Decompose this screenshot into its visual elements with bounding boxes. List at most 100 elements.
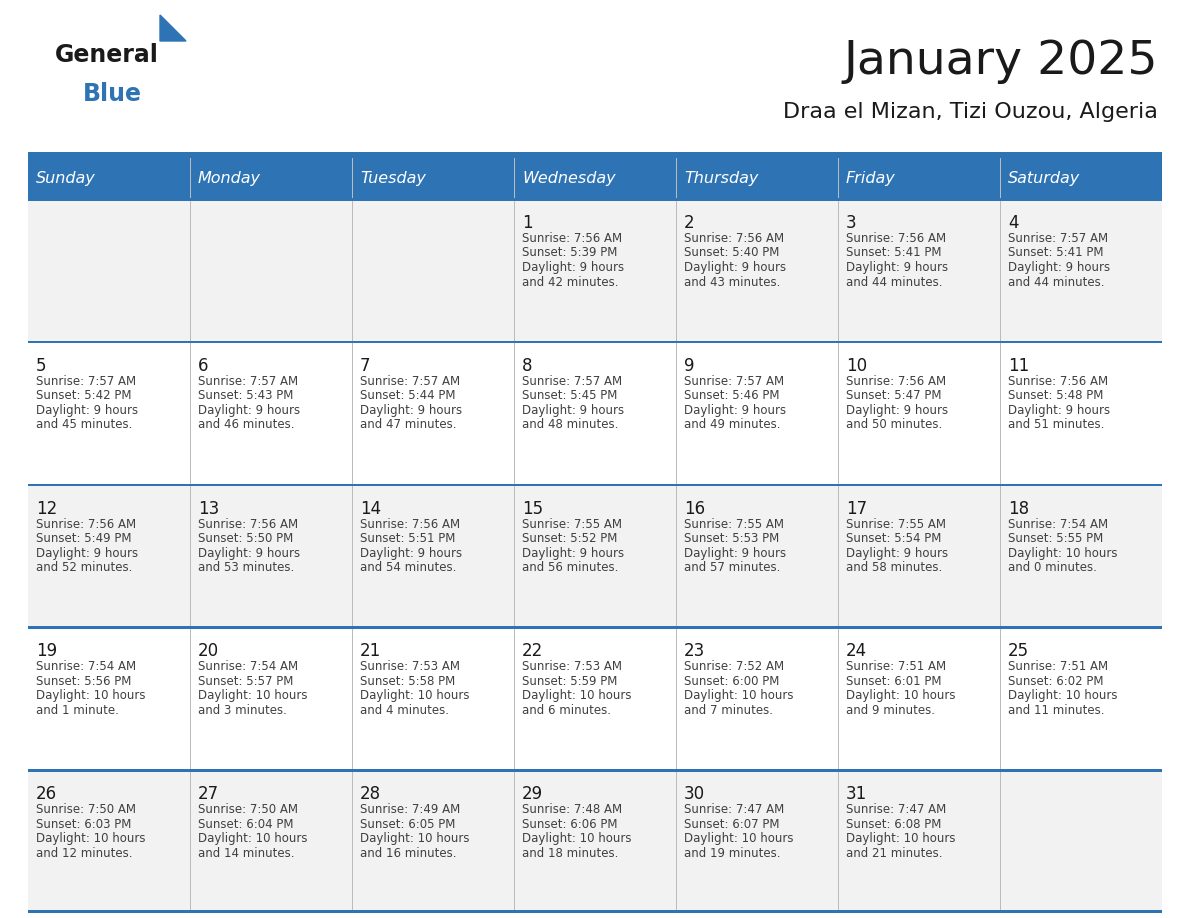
Text: Saturday: Saturday bbox=[1007, 171, 1080, 185]
Text: Daylight: 10 hours: Daylight: 10 hours bbox=[684, 833, 794, 845]
Text: Thursday: Thursday bbox=[684, 171, 758, 185]
Text: Daylight: 10 hours: Daylight: 10 hours bbox=[846, 833, 955, 845]
Text: and 46 minutes.: and 46 minutes. bbox=[198, 419, 295, 431]
Text: Daylight: 9 hours: Daylight: 9 hours bbox=[1007, 261, 1110, 274]
Text: Sunrise: 7:55 AM: Sunrise: 7:55 AM bbox=[522, 518, 623, 531]
Text: Daylight: 10 hours: Daylight: 10 hours bbox=[198, 689, 308, 702]
Text: and 44 minutes.: and 44 minutes. bbox=[846, 275, 942, 288]
Text: and 44 minutes.: and 44 minutes. bbox=[1007, 275, 1105, 288]
Text: 15: 15 bbox=[522, 499, 543, 518]
Text: 29: 29 bbox=[522, 785, 543, 803]
Text: and 56 minutes.: and 56 minutes. bbox=[522, 561, 619, 574]
Text: Daylight: 9 hours: Daylight: 9 hours bbox=[360, 546, 462, 560]
Bar bbox=[29, 769, 1162, 772]
Text: 18: 18 bbox=[1007, 499, 1029, 518]
Text: General: General bbox=[55, 43, 159, 67]
Text: Blue: Blue bbox=[83, 82, 143, 106]
Text: Sunset: 5:46 PM: Sunset: 5:46 PM bbox=[684, 389, 779, 402]
Bar bbox=[29, 484, 1162, 626]
Text: Sunset: 5:41 PM: Sunset: 5:41 PM bbox=[1007, 247, 1104, 260]
Text: and 45 minutes.: and 45 minutes. bbox=[36, 419, 132, 431]
Text: 10: 10 bbox=[846, 357, 867, 375]
Text: 5: 5 bbox=[36, 357, 46, 375]
Text: and 57 minutes.: and 57 minutes. bbox=[684, 561, 781, 574]
Text: Sunset: 5:59 PM: Sunset: 5:59 PM bbox=[522, 675, 618, 688]
Text: 22: 22 bbox=[522, 643, 543, 660]
Text: Daylight: 9 hours: Daylight: 9 hours bbox=[846, 546, 948, 560]
Text: and 21 minutes.: and 21 minutes. bbox=[846, 846, 942, 859]
Text: and 7 minutes.: and 7 minutes. bbox=[684, 704, 773, 717]
Text: Daylight: 10 hours: Daylight: 10 hours bbox=[360, 689, 469, 702]
Text: and 53 minutes.: and 53 minutes. bbox=[198, 561, 295, 574]
Text: Sunset: 5:44 PM: Sunset: 5:44 PM bbox=[360, 389, 455, 402]
Text: Sunset: 5:40 PM: Sunset: 5:40 PM bbox=[684, 247, 779, 260]
Bar bbox=[29, 626, 1162, 629]
Text: 4: 4 bbox=[1007, 214, 1018, 232]
Text: Sunset: 5:42 PM: Sunset: 5:42 PM bbox=[36, 389, 132, 402]
Text: and 52 minutes.: and 52 minutes. bbox=[36, 561, 132, 574]
Text: Sunday: Sunday bbox=[36, 171, 96, 185]
Text: Sunset: 6:04 PM: Sunset: 6:04 PM bbox=[198, 818, 293, 831]
Text: 30: 30 bbox=[684, 785, 706, 803]
Text: and 4 minutes.: and 4 minutes. bbox=[360, 704, 449, 717]
Text: Sunrise: 7:56 AM: Sunrise: 7:56 AM bbox=[846, 375, 946, 387]
Bar bbox=[29, 198, 1162, 341]
Text: and 48 minutes.: and 48 minutes. bbox=[522, 419, 619, 431]
Bar bbox=[29, 626, 1162, 769]
Polygon shape bbox=[160, 15, 187, 41]
Text: Sunset: 5:56 PM: Sunset: 5:56 PM bbox=[36, 675, 132, 688]
Text: 17: 17 bbox=[846, 499, 867, 518]
Text: Sunrise: 7:47 AM: Sunrise: 7:47 AM bbox=[846, 803, 947, 816]
Text: Daylight: 9 hours: Daylight: 9 hours bbox=[522, 546, 624, 560]
Bar bbox=[29, 769, 1162, 912]
Text: Sunrise: 7:56 AM: Sunrise: 7:56 AM bbox=[684, 232, 784, 245]
Text: Friday: Friday bbox=[846, 171, 896, 185]
Text: Daylight: 10 hours: Daylight: 10 hours bbox=[684, 689, 794, 702]
Text: Sunset: 6:06 PM: Sunset: 6:06 PM bbox=[522, 818, 618, 831]
Text: Daylight: 9 hours: Daylight: 9 hours bbox=[684, 261, 786, 274]
Text: Sunrise: 7:57 AM: Sunrise: 7:57 AM bbox=[360, 375, 460, 387]
Bar bbox=[29, 158, 1162, 198]
Text: Daylight: 9 hours: Daylight: 9 hours bbox=[360, 404, 462, 417]
Text: Sunrise: 7:56 AM: Sunrise: 7:56 AM bbox=[846, 232, 946, 245]
Text: Daylight: 9 hours: Daylight: 9 hours bbox=[198, 546, 301, 560]
Text: Sunset: 5:49 PM: Sunset: 5:49 PM bbox=[36, 532, 132, 545]
Bar bbox=[29, 341, 1162, 343]
Text: Daylight: 9 hours: Daylight: 9 hours bbox=[36, 404, 138, 417]
Text: Tuesday: Tuesday bbox=[360, 171, 425, 185]
Text: 19: 19 bbox=[36, 643, 57, 660]
Text: Monday: Monday bbox=[198, 171, 261, 185]
Text: Sunset: 5:41 PM: Sunset: 5:41 PM bbox=[846, 247, 942, 260]
Text: and 49 minutes.: and 49 minutes. bbox=[684, 419, 781, 431]
Text: Sunset: 5:48 PM: Sunset: 5:48 PM bbox=[1007, 389, 1104, 402]
Text: Sunset: 5:50 PM: Sunset: 5:50 PM bbox=[198, 532, 293, 545]
Text: Sunset: 5:47 PM: Sunset: 5:47 PM bbox=[846, 389, 942, 402]
Text: Daylight: 9 hours: Daylight: 9 hours bbox=[522, 261, 624, 274]
Text: Daylight: 10 hours: Daylight: 10 hours bbox=[846, 689, 955, 702]
Text: Sunrise: 7:53 AM: Sunrise: 7:53 AM bbox=[360, 660, 460, 674]
Text: and 42 minutes.: and 42 minutes. bbox=[522, 275, 619, 288]
Text: Sunset: 6:01 PM: Sunset: 6:01 PM bbox=[846, 675, 942, 688]
Text: and 0 minutes.: and 0 minutes. bbox=[1007, 561, 1097, 574]
Text: Sunrise: 7:51 AM: Sunrise: 7:51 AM bbox=[846, 660, 946, 674]
Text: and 6 minutes.: and 6 minutes. bbox=[522, 704, 611, 717]
Text: 6: 6 bbox=[198, 357, 209, 375]
Text: 2: 2 bbox=[684, 214, 695, 232]
Text: Sunset: 5:39 PM: Sunset: 5:39 PM bbox=[522, 247, 618, 260]
Text: 13: 13 bbox=[198, 499, 220, 518]
Text: Sunset: 5:54 PM: Sunset: 5:54 PM bbox=[846, 532, 941, 545]
Text: Sunrise: 7:52 AM: Sunrise: 7:52 AM bbox=[684, 660, 784, 674]
Text: Sunrise: 7:56 AM: Sunrise: 7:56 AM bbox=[522, 232, 623, 245]
Bar bbox=[29, 484, 1162, 487]
Text: 25: 25 bbox=[1007, 643, 1029, 660]
Text: 16: 16 bbox=[684, 499, 706, 518]
Text: 26: 26 bbox=[36, 785, 57, 803]
Text: and 18 minutes.: and 18 minutes. bbox=[522, 846, 619, 859]
Text: and 12 minutes.: and 12 minutes. bbox=[36, 846, 133, 859]
Text: Sunset: 6:02 PM: Sunset: 6:02 PM bbox=[1007, 675, 1104, 688]
Text: Wednesday: Wednesday bbox=[522, 171, 615, 185]
Text: 27: 27 bbox=[198, 785, 219, 803]
Text: Sunrise: 7:57 AM: Sunrise: 7:57 AM bbox=[522, 375, 623, 387]
Text: Draa el Mizan, Tizi Ouzou, Algeria: Draa el Mizan, Tizi Ouzou, Algeria bbox=[783, 102, 1158, 122]
Text: Daylight: 9 hours: Daylight: 9 hours bbox=[522, 404, 624, 417]
